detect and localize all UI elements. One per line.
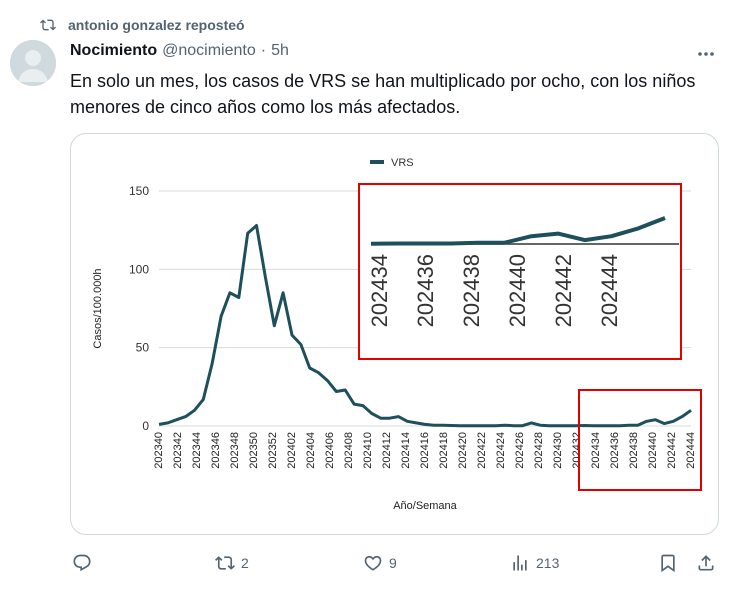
x-tick-label: 202350 [248,432,260,469]
x-tick-label: 202428 [533,432,545,469]
y-tick-label: 50 [136,341,150,355]
bookmark-icon [661,554,675,573]
x-tick-label: 202444 [685,432,697,469]
author-handle[interactable]: @nocimiento [162,42,256,59]
post-text: En solo un mes, los casos de VRS se han … [70,71,696,117]
x-tick-label: 202348 [229,432,241,469]
more-options-button[interactable] [694,44,718,64]
x-tick-label: 202344 [191,432,203,469]
x-tick-label: 202436 [609,432,621,469]
repost-text: antonio gonzalez reposteó [68,17,245,33]
x-tick-label: 202408 [343,432,355,469]
x-tick-label: 202404 [305,432,317,469]
vrs-series-line [158,224,692,428]
legend-label: VRS [391,157,414,169]
x-tick-label: 202430 [552,432,564,469]
highlight-box [578,389,702,491]
chart-image[interactable]: 0 50 100 150 202340 202342 202344 202346 202348 2… [70,133,719,535]
x-tick-label: 202418 [438,432,450,469]
y-tick-label: 0 [142,419,149,433]
x-tick-label: 202342 [172,432,184,469]
x-tick-label: 202406 [324,432,336,469]
y-axis-title: Casos/100.000h [92,268,104,348]
y-tick-label: 100 [129,262,149,276]
heart-icon [364,555,382,571]
x-tick-label: 202414 [400,432,412,469]
x-tick-label: 202412 [381,432,393,469]
views-button[interactable]: 213 [510,548,559,578]
zoom-x-tick-label: 202442 [551,254,576,327]
author-name[interactable]: Nocimiento [70,42,158,59]
repost-count: 2 [241,555,249,571]
x-tick-label: 202440 [647,432,659,469]
x-tick-label: 202420 [457,432,469,469]
zoom-x-tick-label: 202436 [413,254,438,327]
zoom-x-tick-label: 202438 [459,254,484,327]
zoom-x-tick-label: 202434 [367,254,392,327]
x-axis-title: Año/Semana [393,500,457,512]
like-count: 9 [389,555,397,571]
x-tick-label: 202424 [495,432,507,469]
x-tick-label: 202352 [267,432,279,469]
repost-icon [215,556,235,570]
zoom-x-tick-label: 202440 [505,254,530,327]
vrs-line-chart: 0 50 100 150 202340 202342 202344 202346 202348 2… [92,157,702,512]
x-tick-label: 202422 [476,432,488,469]
x-tick-label: 202434 [590,432,602,469]
zoom-series-line [370,216,666,246]
zoom-inset [358,183,682,360]
repost-button[interactable]: 2 [215,548,249,578]
separator: · [260,42,267,59]
x-tick-label: 202442 [666,432,678,469]
post-header: Nocimiento @nocimiento · 5h [70,42,289,60]
share-button[interactable] [696,548,716,578]
x-tick-label: 202416 [419,432,431,469]
post-time[interactable]: 5h [271,42,289,59]
x-tick-label: 202410 [362,432,374,469]
repost-icon [40,19,56,31]
bar-chart-icon [513,555,527,571]
like-button[interactable]: 9 [363,548,397,578]
share-icon [698,555,714,571]
zoom-x-tick-label: 202444 [597,254,622,327]
default-avatar-icon [10,40,56,86]
x-tick-label: 202340 [153,432,165,469]
x-tick-label: 202346 [210,432,222,469]
x-tick-label: 202438 [628,432,640,469]
y-tick-label: 150 [129,184,149,198]
reply-button[interactable] [72,548,98,578]
avatar[interactable] [10,40,56,86]
more-icon [698,52,714,56]
x-tick-label: 202432 [571,432,583,469]
views-count: 213 [536,555,560,571]
x-tick-label: 202426 [514,432,526,469]
bookmark-button[interactable] [658,548,678,578]
reply-icon [73,554,91,572]
x-tick-label: 202402 [286,432,298,469]
post-actions: 2 9 213 [70,548,720,578]
repost-indicator[interactable]: antonio gonzalez reposteó [40,14,245,36]
